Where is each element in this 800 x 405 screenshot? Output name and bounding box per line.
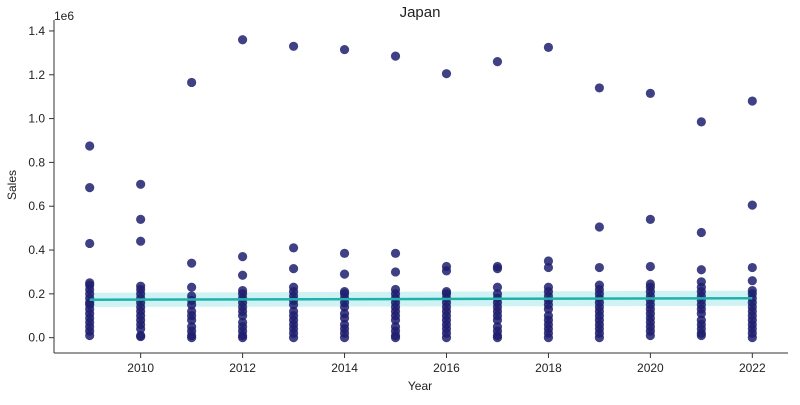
data-point [136, 236, 146, 246]
data-point [85, 238, 95, 249]
data-point [187, 333, 197, 343]
data-point [339, 248, 350, 258]
data-point [645, 88, 655, 98]
data-point [543, 42, 554, 52]
data-point [747, 96, 757, 106]
x-tick-label: 2012 [229, 361, 256, 375]
data-point [543, 304, 554, 314]
x-tick-label: 2020 [637, 361, 664, 375]
x-axis-label: Year [408, 379, 432, 393]
y-tick-label: 0.2 [28, 287, 45, 301]
y-axis-offset-label: 1e6 [54, 9, 74, 23]
data-point [747, 276, 757, 286]
data-point [390, 51, 401, 61]
data-point [288, 300, 299, 310]
regression-line-layer [89, 296, 753, 302]
data-point [339, 44, 350, 55]
regression-line [89, 296, 753, 302]
data-point [747, 333, 757, 343]
data-point [492, 57, 503, 67]
x-tick-label: 2014 [331, 361, 358, 375]
data-point [85, 141, 95, 151]
data-point [390, 315, 401, 325]
data-point [136, 214, 146, 224]
data-point [237, 270, 248, 280]
data-point [237, 311, 248, 321]
data-point [288, 41, 299, 51]
data-point [288, 264, 299, 274]
data-point [85, 330, 95, 341]
data-point [187, 77, 197, 88]
data-point [747, 262, 757, 273]
data-point [492, 315, 503, 325]
data-point [543, 256, 554, 266]
y-tick-label: 1.2 [28, 68, 45, 82]
data-point [390, 267, 401, 277]
data-point [441, 266, 452, 276]
data-point [441, 333, 452, 343]
data-point [594, 222, 605, 232]
data-point [237, 35, 248, 45]
data-point [339, 313, 350, 323]
data-point [696, 330, 706, 341]
data-point [594, 262, 605, 273]
data-point [339, 302, 350, 312]
data-point [390, 248, 401, 258]
data-point [187, 258, 197, 268]
y-axis-label: Sales [5, 170, 19, 200]
data-point [543, 333, 554, 343]
axes-layer: 2010 2012 2014 2016 2018 2020 2022 0.0 0.2 0.4 0.6… [28, 20, 788, 375]
data-point [696, 265, 706, 275]
y-tick-label: 0.0 [28, 331, 45, 345]
y-tick-label: 1.0 [28, 112, 45, 126]
data-point [543, 262, 554, 273]
data-point [288, 243, 299, 253]
data-point [645, 214, 655, 224]
x-tick-label: 2010 [127, 361, 154, 375]
data-point [492, 264, 503, 274]
data-point [390, 333, 401, 343]
data-point [492, 282, 503, 292]
y-tick-label: 0.8 [28, 155, 45, 169]
chart-title: Japan [400, 4, 441, 21]
data-point [645, 261, 655, 272]
data-point [441, 69, 452, 79]
data-point [645, 330, 655, 341]
data-point [288, 333, 299, 343]
data-points-layer [85, 35, 757, 343]
x-tick-label: 2016 [433, 361, 460, 375]
y-tick-label: 0.6 [28, 199, 45, 213]
data-point [187, 315, 197, 325]
x-tick-label: 2018 [535, 361, 562, 375]
data-point [85, 182, 95, 193]
data-point [136, 324, 146, 334]
y-tick-label: 1.4 [28, 24, 45, 38]
data-point [237, 333, 248, 343]
x-tick-label: 2022 [739, 361, 766, 375]
data-point [594, 333, 605, 343]
data-point [339, 333, 350, 343]
y-tick-label: 0.4 [28, 243, 45, 257]
data-point [187, 300, 197, 310]
data-point [237, 252, 248, 262]
data-point [594, 83, 605, 93]
data-point [696, 117, 706, 127]
data-point [696, 227, 706, 238]
data-point [492, 333, 503, 343]
data-point [696, 308, 706, 319]
data-point [747, 200, 757, 210]
data-point [136, 179, 146, 189]
data-point [339, 269, 350, 279]
data-point [187, 282, 197, 292]
data-point [136, 331, 146, 342]
